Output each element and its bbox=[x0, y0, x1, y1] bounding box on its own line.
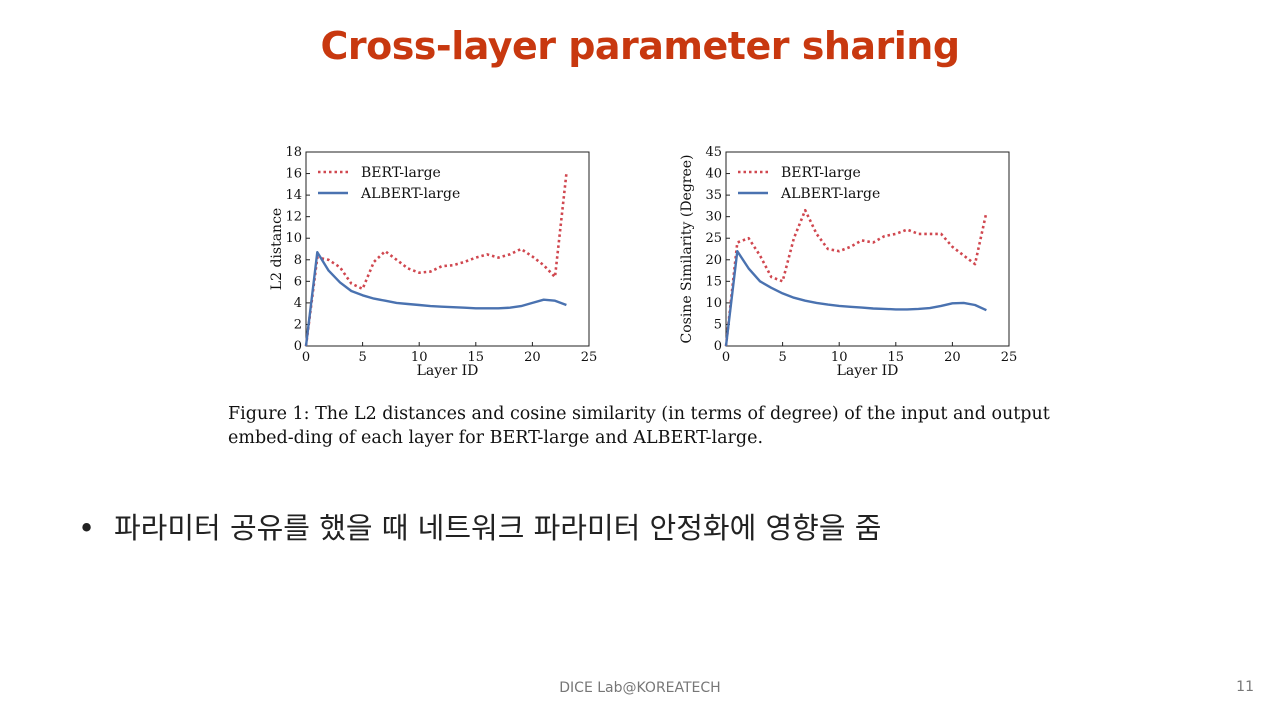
x-tick-label: 5 bbox=[778, 350, 786, 365]
bullet-text: 파라미터 공유를 했을 때 네트워크 파라미터 안정화에 영향을 줌 bbox=[114, 511, 882, 545]
bullet-item: • 파라미터 공유를 했을 때 네트워크 파라미터 안정화에 영향을 줌 bbox=[78, 508, 881, 548]
footer-text: DICE Lab@KOREATECH bbox=[559, 680, 721, 696]
figure-caption: Figure 1: The L2 distances and cosine si… bbox=[228, 404, 1050, 448]
y-tick-label: 15 bbox=[705, 274, 722, 289]
l2-distance-chart-svg: 0 5 10 15 20 25 0 2 4 6 8 10 12 14 16 18 Layer ID L2 dist… bbox=[269, 145, 598, 379]
legend-label: BERT-large bbox=[361, 165, 441, 181]
x-tick-label: 5 bbox=[358, 350, 366, 365]
l2-distance-chart: 0 5 10 15 20 25 0 2 4 6 8 10 12 14 16 18 Layer ID L2 dist… bbox=[258, 140, 598, 384]
y-tick-label: 12 bbox=[285, 210, 302, 225]
cosine-similarity-chart-svg: 0 5 10 15 20 25 0 5 10 15 20 25 30 35 40 45 Layer ID Cosi… bbox=[679, 145, 1018, 379]
y-tick-label: 5 bbox=[714, 317, 722, 332]
slide-title: Cross-layer parameter sharing bbox=[320, 24, 960, 68]
y-tick-label: 25 bbox=[705, 231, 722, 246]
x-tick-label: 15 bbox=[468, 350, 485, 365]
plot-frame bbox=[305, 151, 590, 347]
x-axis-label: Layer ID bbox=[837, 363, 899, 379]
y-tick-label: 0 bbox=[294, 339, 302, 354]
legend-label: ALBERT-large bbox=[780, 186, 880, 202]
y-tick-label: 14 bbox=[285, 188, 302, 203]
y-tick-label: 6 bbox=[294, 274, 302, 289]
bullet-list: • 파라미터 공유를 했을 때 네트워크 파라미터 안정화에 영향을 줌 bbox=[78, 508, 881, 548]
series-line-albert-large bbox=[304, 250, 567, 347]
x-tick-label: 20 bbox=[944, 350, 961, 365]
x-tick-label: 0 bbox=[302, 350, 310, 365]
y-tick-label: 2 bbox=[294, 317, 302, 332]
series-line-bert-large bbox=[304, 173, 568, 347]
x-tick-label: 25 bbox=[581, 350, 598, 365]
y-tick-label: 10 bbox=[285, 231, 302, 246]
plot-frame bbox=[725, 151, 1010, 347]
y-tick-label: 8 bbox=[294, 253, 302, 268]
y-tick-label: 45 bbox=[705, 145, 722, 160]
legend-label: ALBERT-large bbox=[360, 186, 460, 202]
legend-label: BERT-large bbox=[781, 165, 861, 181]
y-axis-label: Cosine Similarity (Degree) bbox=[679, 154, 695, 343]
y-tick-label: 35 bbox=[705, 188, 722, 203]
x-tick-label: 10 bbox=[411, 350, 428, 365]
x-tick-label: 25 bbox=[1001, 350, 1018, 365]
y-tick-label: 4 bbox=[294, 296, 302, 311]
y-tick-label: 40 bbox=[705, 167, 722, 182]
x-tick-label: 20 bbox=[524, 350, 541, 365]
y-axis-label: L2 distance bbox=[269, 208, 285, 290]
y-tick-label: 30 bbox=[705, 210, 722, 225]
x-tick-label: 15 bbox=[888, 350, 905, 365]
y-tick-label: 20 bbox=[705, 253, 722, 268]
series-line-albert-large bbox=[724, 249, 987, 347]
x-tick-label: 0 bbox=[722, 350, 730, 365]
cosine-similarity-chart: 0 5 10 15 20 25 0 5 10 15 20 25 30 35 40 45 Layer ID Cosi… bbox=[678, 140, 1018, 384]
x-tick-label: 10 bbox=[831, 350, 848, 365]
y-tick-label: 18 bbox=[285, 145, 302, 160]
page-number: 11 bbox=[1236, 679, 1254, 695]
y-tick-label: 16 bbox=[285, 167, 302, 182]
bullet-dot-icon: • bbox=[78, 511, 96, 545]
y-tick-label: 0 bbox=[714, 339, 722, 354]
x-axis-label: Layer ID bbox=[417, 363, 479, 379]
y-tick-label: 10 bbox=[705, 296, 722, 311]
series-line-bert-large bbox=[724, 208, 988, 347]
